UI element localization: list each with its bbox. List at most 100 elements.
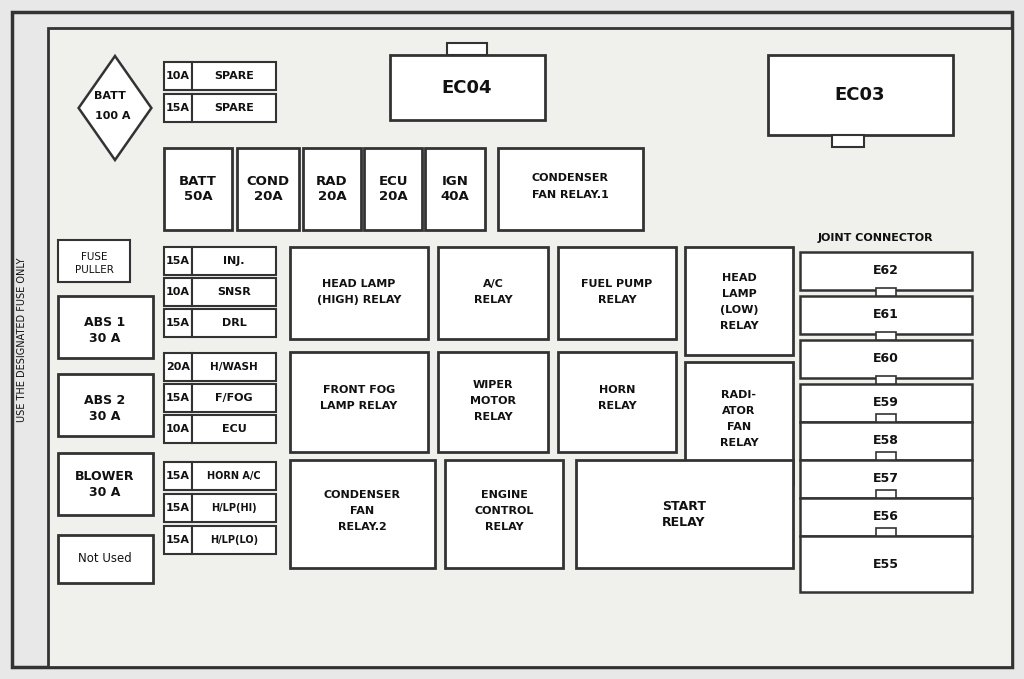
Text: FAN RELAY.1: FAN RELAY.1: [531, 190, 608, 200]
Text: SPARE: SPARE: [214, 71, 254, 81]
Text: RELAY: RELAY: [474, 295, 512, 305]
Bar: [237, 148, 299, 230]
Bar: [193, 309, 276, 337]
Text: 15A: 15A: [166, 103, 190, 113]
Text: EC03: EC03: [835, 86, 886, 104]
Text: EC04: EC04: [441, 79, 493, 97]
Text: ECU: ECU: [221, 424, 247, 434]
Text: 15A: 15A: [166, 318, 190, 328]
Text: F/FOG: F/FOG: [215, 393, 253, 403]
Text: ABS 2: ABS 2: [84, 394, 126, 407]
Bar: [193, 526, 276, 554]
Bar: [800, 252, 972, 290]
Text: E59: E59: [873, 397, 899, 409]
Text: BLOWER: BLOWER: [75, 469, 135, 483]
Text: 10A: 10A: [166, 287, 190, 297]
Bar: [800, 536, 972, 592]
Bar: [425, 148, 485, 230]
Bar: [164, 94, 193, 122]
Bar: [876, 376, 896, 384]
Bar: [58, 535, 153, 583]
Text: LAMP: LAMP: [722, 289, 757, 299]
Text: IGN
40A: IGN 40A: [440, 175, 469, 203]
Bar: [164, 148, 232, 230]
Text: E57: E57: [873, 473, 899, 485]
Text: SNSR: SNSR: [217, 287, 251, 297]
Text: FUEL PUMP: FUEL PUMP: [582, 279, 652, 289]
Text: 15A: 15A: [166, 503, 190, 513]
Bar: [445, 460, 563, 568]
Bar: [164, 353, 193, 381]
Bar: [438, 247, 548, 339]
Text: FUSE: FUSE: [81, 252, 108, 262]
Bar: [193, 462, 276, 490]
Bar: [800, 422, 972, 460]
Bar: [193, 494, 276, 522]
Bar: [164, 309, 193, 337]
Bar: [290, 460, 435, 568]
Text: COND
20A: COND 20A: [247, 175, 290, 203]
Bar: [558, 247, 676, 339]
Text: JOINT CONNECTOR: JOINT CONNECTOR: [817, 233, 933, 243]
Text: HORN A/C: HORN A/C: [207, 471, 261, 481]
Text: E58: E58: [873, 435, 899, 447]
Text: E56: E56: [873, 511, 899, 524]
Bar: [164, 278, 193, 306]
Text: RELAY: RELAY: [720, 438, 759, 448]
Bar: [193, 353, 276, 381]
Text: MOTOR: MOTOR: [470, 396, 516, 406]
Text: ENGINE: ENGINE: [480, 490, 527, 500]
Text: E61: E61: [873, 308, 899, 321]
Text: FRONT FOG: FRONT FOG: [323, 385, 395, 395]
Bar: [800, 340, 972, 378]
Text: H/LP(HI): H/LP(HI): [211, 503, 257, 513]
Text: 15A: 15A: [166, 393, 190, 403]
Bar: [364, 148, 422, 230]
Bar: [164, 247, 193, 275]
Text: 30 A: 30 A: [89, 331, 121, 344]
Bar: [164, 384, 193, 412]
Text: RADI-: RADI-: [722, 390, 757, 400]
Bar: [831, 135, 864, 147]
Text: FAN: FAN: [350, 506, 374, 516]
Bar: [58, 240, 130, 282]
Text: 15A: 15A: [166, 535, 190, 545]
Text: CONTROL: CONTROL: [474, 506, 534, 516]
Text: A/C: A/C: [482, 279, 504, 289]
Text: CONDENSER: CONDENSER: [324, 490, 400, 500]
Bar: [193, 94, 276, 122]
Text: 10A: 10A: [166, 71, 190, 81]
Text: RELAY: RELAY: [663, 515, 706, 528]
Bar: [164, 462, 193, 490]
Text: Not Used: Not Used: [78, 553, 132, 566]
Bar: [193, 415, 276, 443]
Text: CONDENSER: CONDENSER: [531, 173, 608, 183]
Text: ATOR: ATOR: [722, 406, 756, 416]
Bar: [800, 498, 972, 536]
Bar: [498, 148, 643, 230]
Text: H/WASH: H/WASH: [210, 362, 258, 372]
Bar: [876, 288, 896, 296]
Bar: [685, 247, 793, 355]
Text: 30 A: 30 A: [89, 409, 121, 422]
Text: USE THE DESIGNATED FUSE ONLY: USE THE DESIGNATED FUSE ONLY: [17, 257, 27, 422]
Text: RELAY: RELAY: [720, 321, 759, 331]
Bar: [768, 55, 953, 135]
Bar: [800, 460, 972, 498]
Text: 100 A: 100 A: [95, 111, 131, 121]
Text: RAD
20A: RAD 20A: [316, 175, 348, 203]
Text: INJ.: INJ.: [223, 256, 245, 266]
Text: WIPER: WIPER: [473, 380, 513, 390]
Bar: [876, 528, 896, 536]
Bar: [164, 415, 193, 443]
Text: HEAD: HEAD: [722, 273, 757, 283]
Text: LAMP RELAY: LAMP RELAY: [321, 401, 397, 411]
Text: START: START: [662, 500, 706, 513]
Bar: [290, 352, 428, 452]
Text: HORN: HORN: [599, 385, 635, 395]
Text: ECU
20A: ECU 20A: [378, 175, 408, 203]
Text: SPARE: SPARE: [214, 103, 254, 113]
Text: 15A: 15A: [166, 471, 190, 481]
Bar: [58, 453, 153, 515]
Text: ABS 1: ABS 1: [84, 316, 126, 329]
